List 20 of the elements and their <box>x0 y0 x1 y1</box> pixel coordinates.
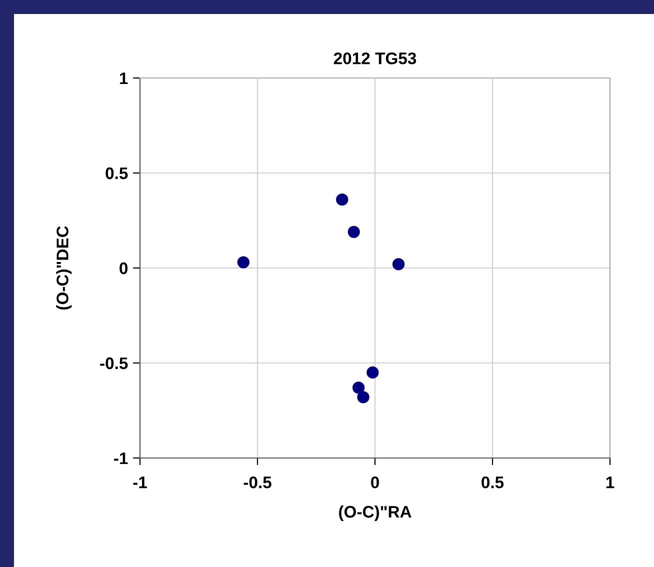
chart-title: 2012 TG53 <box>334 52 416 64</box>
x-tick-label: -0.5 <box>244 476 272 488</box>
x-tick-label: 0.5 <box>482 476 504 488</box>
point <box>348 226 360 238</box>
x-tick-label: 0 <box>371 476 379 488</box>
point <box>237 256 250 268</box>
y-tick-label: 0 <box>120 262 128 274</box>
point <box>352 382 365 394</box>
point <box>366 366 379 379</box>
point <box>392 258 405 270</box>
y-tick-label: -1 <box>114 452 128 464</box>
y-tick-label: 0.5 <box>106 167 128 180</box>
y-tick-label: 1 <box>120 72 128 84</box>
y-axis-title: (O-C)"DEC <box>56 226 72 310</box>
point <box>357 391 370 404</box>
x-tick-label: 1 <box>606 476 614 488</box>
point <box>336 194 348 206</box>
y-tick-label: -0.5 <box>100 357 128 370</box>
x-tick-label: -1 <box>133 476 147 488</box>
x-axis-title: (O-C)"RA <box>339 505 412 522</box>
